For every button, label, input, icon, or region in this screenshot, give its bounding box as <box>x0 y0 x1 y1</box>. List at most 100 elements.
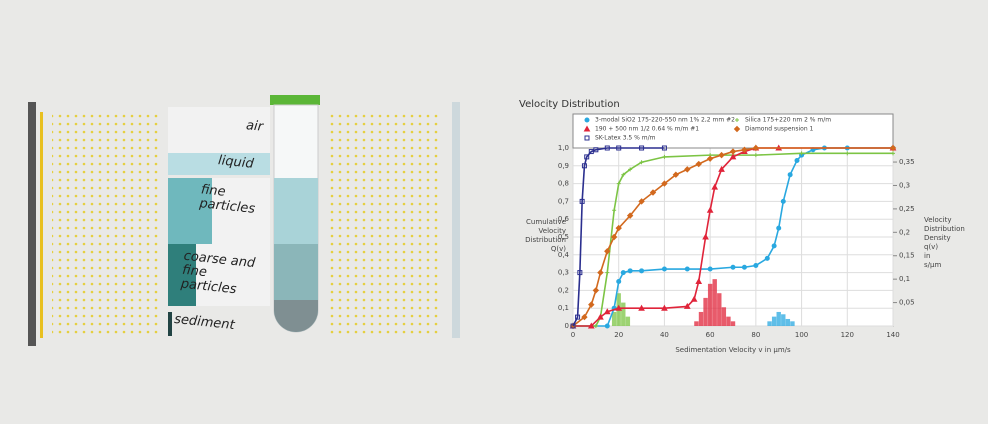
marker <box>581 163 587 169</box>
marker <box>661 304 668 311</box>
marker <box>735 118 739 122</box>
layer-label: air <box>245 118 264 135</box>
marker <box>741 146 748 153</box>
axis-label-line: Distribution <box>525 236 566 244</box>
marker <box>776 225 782 231</box>
y-tick-label: 0,5 <box>558 233 569 241</box>
y2-tick-label: 0,1 <box>899 275 910 283</box>
density-bar <box>625 316 631 326</box>
marker <box>799 151 804 156</box>
marker <box>684 266 690 272</box>
marker <box>729 148 737 155</box>
marker <box>579 198 585 204</box>
marker <box>741 264 747 270</box>
marker <box>718 151 725 159</box>
marker <box>845 151 850 156</box>
marker <box>577 270 583 276</box>
marker <box>639 268 645 274</box>
y2-tick-label: 0,2 <box>899 228 910 236</box>
marker <box>626 212 634 219</box>
y-tick-label: 0 <box>565 322 569 330</box>
marker <box>605 270 610 275</box>
marker <box>610 233 618 241</box>
axis-label-line: Velocity <box>924 216 951 224</box>
marker <box>661 180 668 187</box>
x-tick-label: 20 <box>614 331 623 339</box>
density-bar <box>726 316 731 326</box>
marker <box>661 145 667 151</box>
y2-tick-label: 0,35 <box>899 158 915 166</box>
y-tick-label: 0,9 <box>558 162 569 170</box>
density-bar <box>707 283 713 326</box>
coarse-color <box>168 244 196 306</box>
marker <box>891 151 895 156</box>
marker <box>695 160 702 168</box>
axis-label: Velocity Distribution Density q(v) in s/µm <box>924 216 965 269</box>
chart-title: Velocity Distribution <box>519 99 620 110</box>
legend-label: 3-modal SiO2 175-220-550 nm 1% 2,2 mm #2 <box>595 117 735 124</box>
y-tick-label: 1,0 <box>558 144 569 152</box>
density-bar <box>611 311 617 326</box>
marker <box>733 125 741 133</box>
marker <box>616 279 622 284</box>
axis-label-line: Velocity <box>539 227 566 235</box>
tube-cap <box>270 95 320 105</box>
fine-color <box>168 178 212 244</box>
y2-tick-label: 0,25 <box>899 205 915 213</box>
marker <box>787 172 793 178</box>
marker <box>753 153 758 158</box>
y-tick-label: 0,1 <box>558 304 569 312</box>
marker <box>638 198 645 205</box>
marker <box>604 323 610 329</box>
axis-label-line: Cumulative <box>526 218 566 226</box>
marker <box>729 153 737 160</box>
marker <box>597 269 604 276</box>
air-band <box>168 107 270 153</box>
density-bar <box>730 321 736 326</box>
x-tick-label: 100 <box>795 331 808 339</box>
marker <box>771 243 777 249</box>
marker <box>593 147 599 153</box>
yellow-line <box>40 112 43 338</box>
marker <box>628 167 633 172</box>
marker <box>711 183 719 190</box>
density-bar <box>717 293 722 326</box>
marker <box>639 160 644 165</box>
x-tick-label: 0 <box>571 331 575 339</box>
density-bar <box>712 279 717 326</box>
marker <box>583 125 591 132</box>
y2-tick-label: 0,15 <box>899 252 915 260</box>
marker <box>706 206 714 213</box>
legend-label: Diamond suspension 1 <box>745 126 814 133</box>
marker <box>695 277 703 284</box>
legend-label: SK-Latex 3.5 % m/m <box>595 135 656 142</box>
right-bar <box>452 102 460 338</box>
marker <box>638 304 645 311</box>
density-bar <box>776 311 781 326</box>
density-bar <box>781 314 786 326</box>
marker <box>707 266 713 272</box>
legend-label: 190 + 500 nm 1/2 0.64 % m/m #1 <box>595 126 699 133</box>
marker <box>584 117 590 123</box>
layer-label: fine particles <box>198 182 256 217</box>
tube-sediment <box>274 300 318 332</box>
marker <box>584 135 590 141</box>
marker <box>661 266 667 272</box>
y-tick-label: 0,3 <box>558 269 569 277</box>
density-bar <box>771 316 777 326</box>
legend-label: Silica 175+220 nm 2 % m/m <box>745 117 831 124</box>
marker <box>620 270 626 276</box>
y2-tick-label: 0,3 <box>899 181 910 189</box>
marker <box>570 323 576 329</box>
density-bar <box>790 321 795 326</box>
legend <box>572 113 894 149</box>
y-tick-label: 0,6 <box>558 215 570 223</box>
density-bar <box>698 311 704 326</box>
marker <box>592 287 600 294</box>
plot-area <box>572 139 894 327</box>
marker <box>615 224 622 232</box>
y-tick-label: 0,8 <box>558 180 569 188</box>
x-tick-label: 120 <box>841 331 854 339</box>
marker <box>587 322 595 329</box>
